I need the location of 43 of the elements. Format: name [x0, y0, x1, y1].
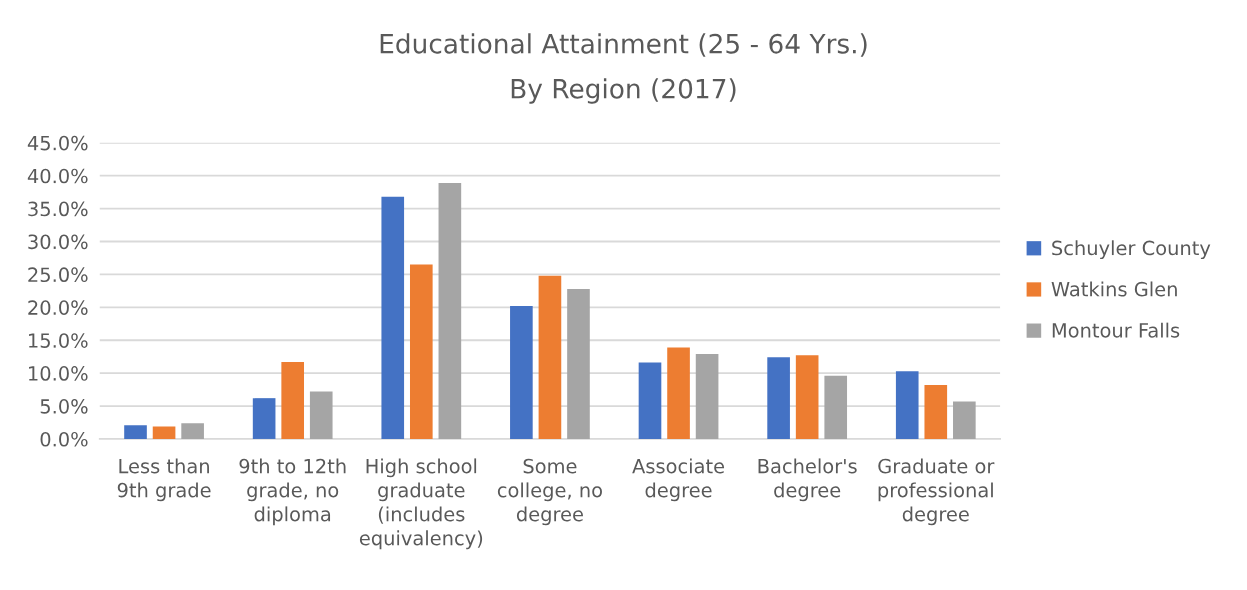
bar	[695, 354, 719, 439]
x-tick-label: 9th to 12th grade, no diploma	[239, 458, 346, 526]
bar	[767, 357, 790, 439]
bar	[381, 196, 405, 439]
bar	[438, 182, 462, 439]
bar	[409, 264, 433, 439]
x-tick-label: Graduate or professional degree	[878, 458, 995, 526]
bar	[824, 375, 848, 439]
legend-label: Watkins Glen	[1051, 281, 1177, 297]
bar	[638, 362, 662, 439]
y-tick-label: 15.0%	[29, 333, 88, 348]
y-tick-label: 0.0%	[40, 431, 88, 447]
y-tick-label: 20.0%	[28, 300, 88, 315]
y-tick-label: 10.0%	[29, 366, 88, 381]
chart-subtitle: By Region (2017)	[511, 78, 736, 104]
legend-label: Schuyler County	[1052, 240, 1211, 260]
bar	[281, 361, 305, 439]
y-tick-label: 35.0%	[28, 201, 88, 217]
bar	[124, 425, 147, 439]
bar	[795, 355, 819, 439]
bar	[538, 275, 562, 439]
x-tick-label: Less than 9th grade	[117, 458, 211, 502]
x-tick-label: High school graduate (includes equivalency)	[359, 458, 483, 550]
bar	[252, 398, 276, 439]
legend-label: Montour Falls	[1052, 322, 1180, 338]
bar	[953, 401, 976, 439]
y-tick-label: 40.0%	[27, 168, 88, 184]
y-tick-label: 45.0%	[27, 135, 88, 151]
bar	[181, 423, 204, 439]
x-tick-label: Bachelor's degree	[758, 458, 857, 502]
chart-title: Educational Attainment (25 - 64 Yrs.)	[380, 33, 867, 57]
bar	[667, 347, 690, 439]
bar	[567, 288, 590, 439]
bar	[309, 391, 333, 439]
y-tick-label: 25.0%	[28, 267, 88, 283]
bar	[924, 384, 948, 439]
x-tick-label: Some college, no degree	[497, 458, 602, 526]
bar	[895, 371, 919, 439]
y-tick-label: 30.0%	[28, 234, 88, 250]
x-tick-label: Associate degree	[632, 458, 725, 502]
bar	[152, 426, 176, 439]
bar	[510, 306, 533, 439]
y-tick-label: 5.0%	[40, 399, 88, 414]
